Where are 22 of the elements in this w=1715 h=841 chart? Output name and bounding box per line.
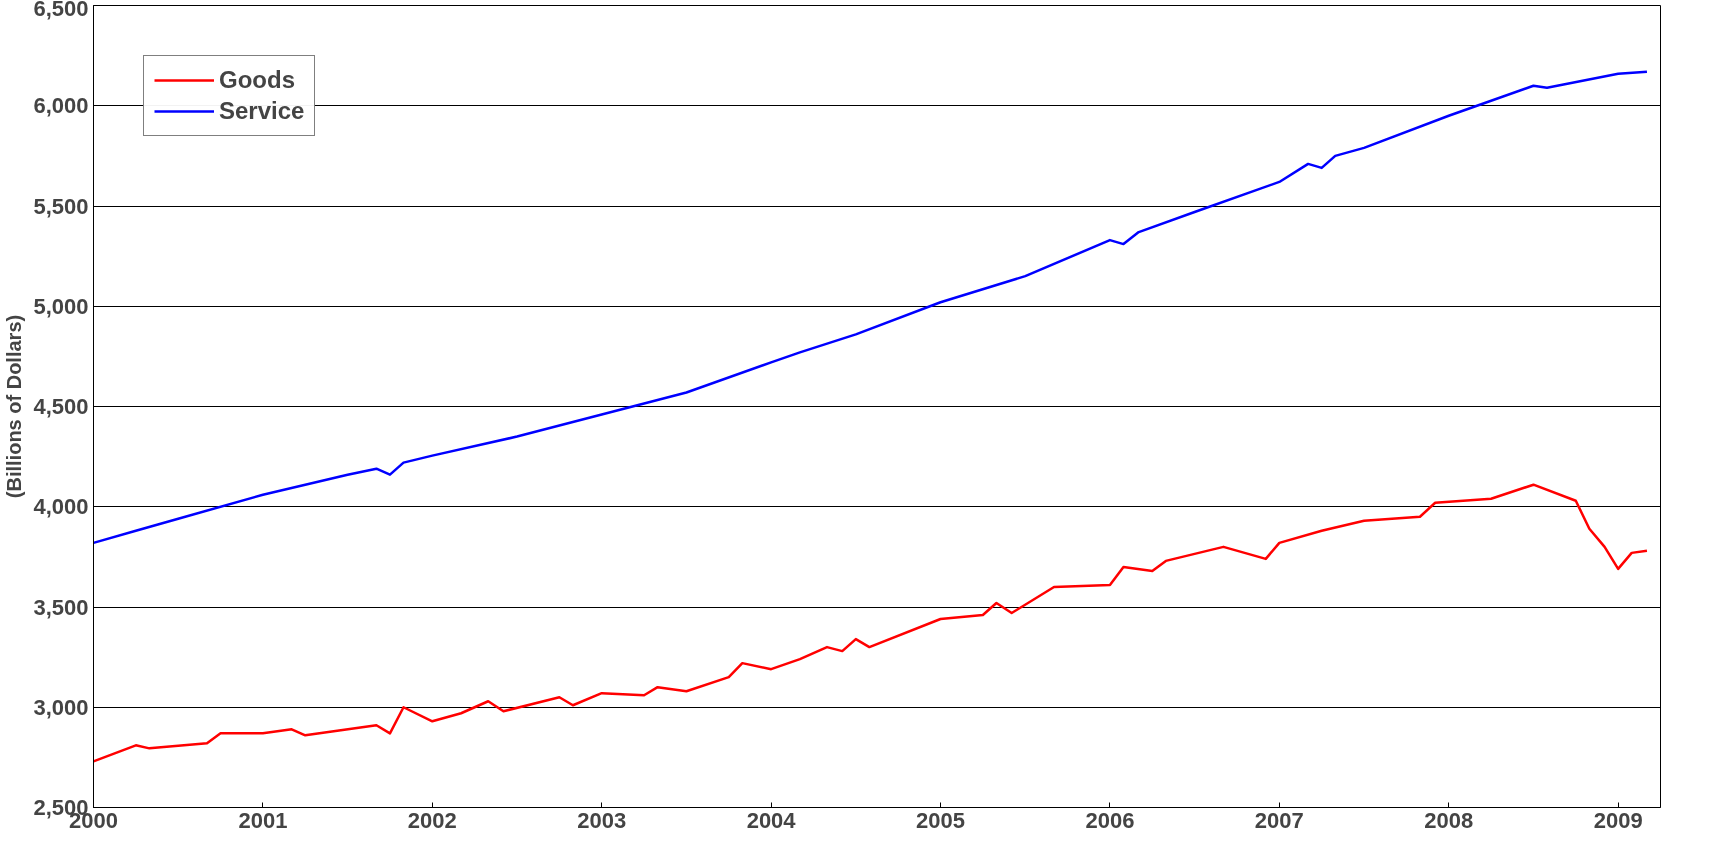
y-tick-label: 4,500 — [33, 394, 89, 419]
y-tick-label: 6,500 — [33, 0, 89, 21]
x-tick-label: 2006 — [1085, 807, 1135, 833]
x-tick-label: 2007 — [1254, 807, 1304, 833]
x-tick-label: 2001 — [238, 807, 288, 833]
x-tick-label: 2008 — [1424, 807, 1474, 833]
y-tick-label: 3,500 — [33, 594, 89, 620]
x-tick-label: 2002 — [407, 807, 457, 833]
y-tick-label: 4,000 — [33, 494, 89, 520]
x-tick-label: 2005 — [916, 807, 966, 833]
line-series — [93, 70, 1649, 545]
y-tick-label: 5,000 — [33, 293, 89, 319]
x-tick-label: 2009 — [1593, 807, 1643, 833]
legend-label: Goods — [219, 66, 295, 94]
y-tick-label: 5,500 — [33, 193, 89, 219]
line-series — [93, 483, 1649, 763]
y-tick-label: 6,000 — [33, 93, 89, 119]
y-tick-label: 3,000 — [33, 694, 89, 720]
legend-label: Service — [219, 97, 305, 125]
x-tick-label: 2003 — [577, 807, 627, 833]
x-tick-label: 2004 — [746, 807, 797, 833]
y-axis-title: (Billions of Dollars) — [3, 314, 26, 499]
